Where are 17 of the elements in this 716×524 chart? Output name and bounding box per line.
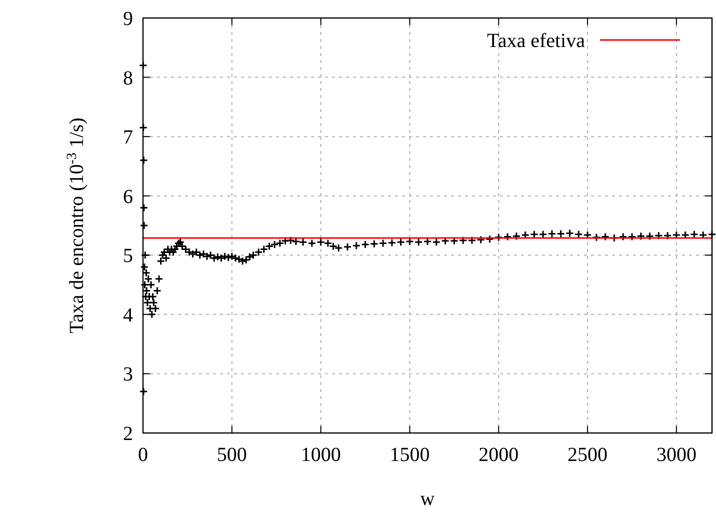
x-tick-label: 500 — [216, 444, 247, 466]
legend-label: Taxa efetiva — [487, 30, 586, 52]
y-tick-label: 8 — [123, 67, 133, 90]
y-tick-label: 4 — [123, 304, 133, 326]
y-tick-label: 6 — [123, 186, 133, 208]
y-tick-label: 2 — [123, 423, 133, 445]
y-tick-label: 3 — [123, 364, 133, 386]
x-tick-label: 1500 — [390, 444, 430, 466]
y-tick-label: 9 — [123, 8, 133, 30]
x-tick-label: 2500 — [568, 444, 608, 466]
y-tick-label: 5 — [123, 245, 133, 268]
x-tick-label: 2000 — [478, 444, 519, 466]
x-tick-label: 3000 — [656, 444, 696, 466]
x-tick-label: 0 — [138, 444, 148, 466]
x-axis-title: w — [420, 488, 436, 510]
y-tick-label: 7 — [123, 126, 133, 149]
x-tick-label: 1000 — [300, 444, 341, 466]
